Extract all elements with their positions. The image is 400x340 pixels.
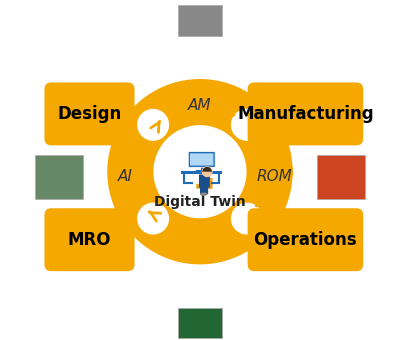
FancyBboxPatch shape <box>208 178 212 189</box>
FancyBboxPatch shape <box>44 82 134 146</box>
FancyBboxPatch shape <box>248 82 363 146</box>
Text: AM: AM <box>188 98 212 113</box>
FancyBboxPatch shape <box>178 5 222 36</box>
FancyBboxPatch shape <box>35 155 83 199</box>
Text: Digital Twin: Digital Twin <box>154 195 246 209</box>
Circle shape <box>154 126 246 218</box>
FancyBboxPatch shape <box>44 208 134 271</box>
FancyBboxPatch shape <box>199 174 210 188</box>
Bar <box>181 171 222 174</box>
Text: Design: Design <box>57 105 122 123</box>
Text: MRO: MRO <box>68 231 111 249</box>
FancyBboxPatch shape <box>188 152 215 167</box>
Ellipse shape <box>200 192 208 196</box>
Text: AI: AI <box>118 169 133 184</box>
Circle shape <box>232 203 262 234</box>
FancyBboxPatch shape <box>248 208 363 271</box>
FancyBboxPatch shape <box>196 184 211 189</box>
Wedge shape <box>202 167 212 172</box>
Text: Manufacturing: Manufacturing <box>237 105 374 123</box>
Circle shape <box>232 109 262 140</box>
FancyBboxPatch shape <box>317 155 365 199</box>
FancyBboxPatch shape <box>200 186 208 194</box>
Text: ROM: ROM <box>257 169 293 184</box>
Circle shape <box>138 109 168 140</box>
FancyBboxPatch shape <box>190 153 214 166</box>
Text: Operations: Operations <box>254 231 357 249</box>
Circle shape <box>138 203 168 234</box>
Circle shape <box>202 167 212 176</box>
FancyBboxPatch shape <box>178 308 222 338</box>
